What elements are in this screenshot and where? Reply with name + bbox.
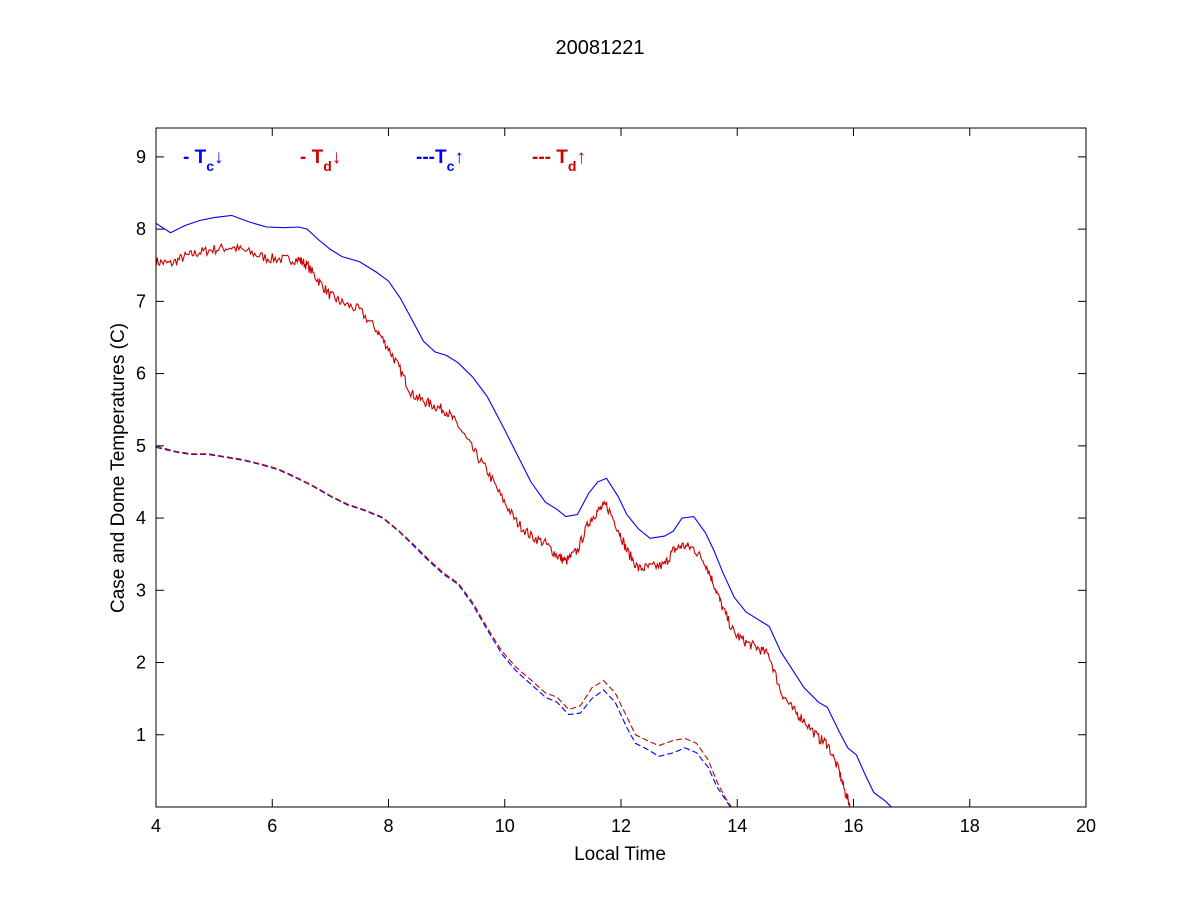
- legend-prefix: ---T: [416, 147, 447, 168]
- legend: - Tc↓ - Td↓ ---Tc↑ --- Td↑: [183, 147, 586, 174]
- y-tick-label: 6: [136, 364, 146, 384]
- series-line-2: [155, 446, 731, 808]
- x-tick-label: 20: [1076, 816, 1096, 836]
- legend-prefix: --- T: [532, 147, 568, 168]
- legend-entry: - Td↓: [300, 147, 341, 174]
- y-tick-label: 8: [136, 219, 146, 239]
- legend-subscript: d: [323, 158, 332, 174]
- series-line-1: [155, 242, 851, 808]
- arrow-down-icon: ↓: [332, 147, 342, 168]
- arrow-down-icon: ↓: [214, 147, 224, 168]
- legend-subscript: c: [206, 158, 214, 174]
- x-tick-label: 12: [611, 816, 631, 836]
- legend-subscript: c: [447, 158, 455, 174]
- legend-entry: --- Td↑: [532, 147, 586, 174]
- arrow-up-icon: ↑: [454, 147, 464, 168]
- legend-entry: ---Tc↑: [416, 147, 464, 174]
- arrow-up-icon: ↑: [576, 147, 586, 168]
- axes-frame: [155, 127, 1087, 808]
- y-tick-label: 7: [136, 291, 146, 311]
- legend-prefix: - T: [183, 147, 207, 168]
- y-tick-label: 9: [136, 147, 146, 167]
- y-tick-label: 2: [136, 653, 146, 673]
- y-tick-label: 5: [136, 436, 146, 456]
- series-line-3: [155, 445, 732, 808]
- x-tick-label: 14: [727, 816, 747, 836]
- plot-area: [155, 214, 892, 808]
- y-axis-label: Case and Dome Temperatures (C): [108, 323, 129, 613]
- chart-title: 20081221: [556, 37, 645, 59]
- x-tick-label: 10: [495, 816, 515, 836]
- x-tick-label: 16: [843, 816, 863, 836]
- x-tick-label: 8: [383, 816, 393, 836]
- y-tick-label: 3: [136, 580, 146, 600]
- series-line-0: [155, 214, 892, 808]
- legend-subscript: d: [568, 158, 577, 174]
- x-axis-label: Local Time: [574, 844, 666, 865]
- y-tick-label: 4: [136, 508, 146, 528]
- legend-entry: - Tc↓: [183, 147, 224, 174]
- legend-prefix: - T: [300, 147, 324, 168]
- x-tick-label: 4: [151, 816, 161, 836]
- y-tick-label: 1: [136, 725, 146, 745]
- x-tick-label: 18: [960, 816, 980, 836]
- x-tick-label: 6: [267, 816, 277, 836]
